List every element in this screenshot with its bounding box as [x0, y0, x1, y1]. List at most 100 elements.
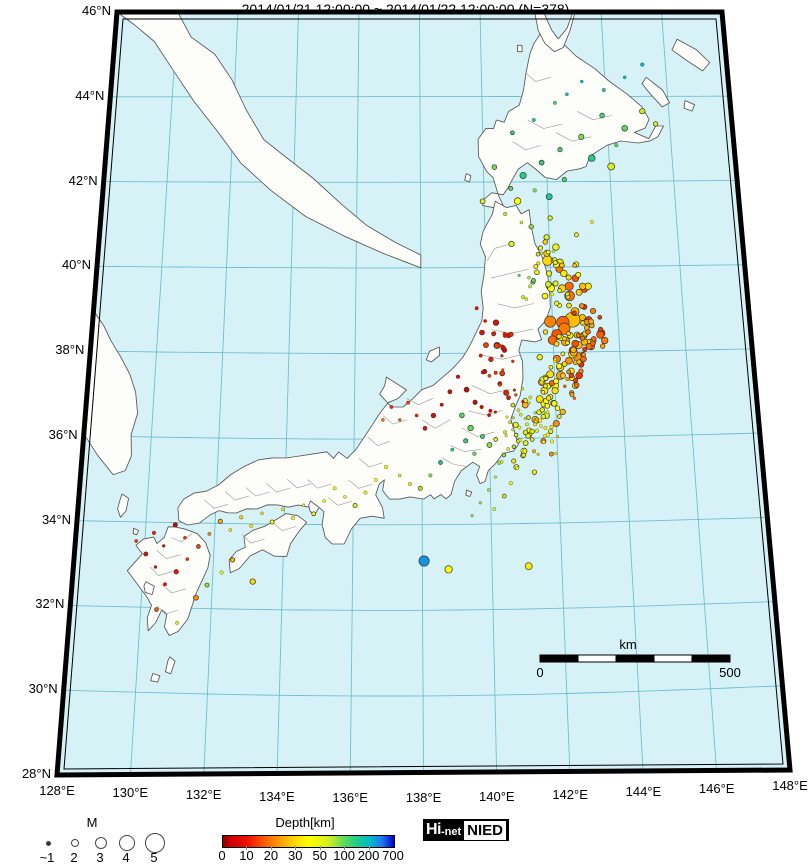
- epicenter-marker[interactable]: [622, 75, 627, 80]
- epicenter-marker[interactable]: [552, 280, 559, 287]
- epicenter-marker[interactable]: [520, 448, 524, 453]
- epicenter-marker[interactable]: [450, 447, 455, 452]
- epicenter-marker[interactable]: [576, 359, 582, 365]
- epicenter-marker[interactable]: [539, 424, 543, 428]
- epicenter-marker[interactable]: [601, 88, 606, 92]
- epicenter-marker[interactable]: [560, 269, 568, 278]
- epicenter-marker[interactable]: [504, 434, 508, 438]
- epicenter-marker[interactable]: [478, 501, 482, 505]
- epicenter-marker[interactable]: [459, 412, 465, 419]
- epicenter-marker[interactable]: [529, 428, 535, 435]
- epicenter-marker[interactable]: [531, 469, 538, 475]
- epicenter-marker[interactable]: [143, 551, 149, 557]
- epicenter-marker[interactable]: [565, 274, 572, 281]
- epicenter-marker[interactable]: [597, 314, 603, 320]
- epicenter-marker[interactable]: [549, 451, 554, 457]
- epicenter-marker[interactable]: [472, 399, 478, 405]
- epicenter-marker[interactable]: [173, 569, 179, 575]
- epicenter-marker[interactable]: [207, 532, 212, 536]
- epicenter-marker[interactable]: [536, 354, 543, 361]
- epicenter-marker[interactable]: [487, 373, 492, 378]
- epicenter-marker[interactable]: [535, 251, 541, 257]
- epicenter-marker[interactable]: [493, 410, 497, 414]
- epicenter-marker[interactable]: [447, 389, 453, 395]
- epicenter-marker[interactable]: [540, 414, 546, 420]
- epicenter-marker[interactable]: [514, 393, 518, 397]
- epicenter-marker[interactable]: [542, 383, 548, 389]
- epicenter-marker[interactable]: [290, 515, 295, 520]
- epicenter-marker[interactable]: [519, 171, 527, 180]
- epicenter-marker[interactable]: [598, 326, 604, 332]
- epicenter-marker[interactable]: [511, 428, 515, 432]
- epicenter-marker[interactable]: [497, 343, 502, 348]
- epicenter-marker[interactable]: [588, 154, 596, 162]
- epicenter-marker[interactable]: [414, 413, 419, 418]
- epicenter-marker[interactable]: [548, 364, 554, 370]
- epicenter-marker[interactable]: [568, 372, 575, 379]
- epicenter-marker[interactable]: [506, 447, 510, 451]
- epicenter-marker[interactable]: [523, 416, 527, 421]
- epicenter-marker[interactable]: [561, 361, 568, 367]
- epicenter-marker[interactable]: [479, 404, 484, 410]
- epicenter-marker[interactable]: [589, 307, 597, 314]
- epicenter-marker[interactable]: [554, 300, 560, 306]
- epicenter-marker[interactable]: [162, 544, 166, 548]
- epicenter-marker[interactable]: [408, 482, 412, 486]
- epicenter-marker[interactable]: [508, 481, 513, 486]
- epicenter-marker[interactable]: [548, 428, 554, 434]
- epicenter-marker[interactable]: [474, 306, 479, 311]
- epicenter-marker[interactable]: [229, 557, 236, 563]
- epicenter-marker[interactable]: [217, 518, 223, 524]
- epicenter-marker[interactable]: [487, 413, 491, 417]
- epicenter-marker[interactable]: [547, 215, 553, 221]
- epicenter-marker[interactable]: [566, 331, 572, 336]
- epicenter-marker[interactable]: [573, 382, 580, 388]
- epicenter-marker[interactable]: [551, 400, 558, 407]
- epicenter-marker[interactable]: [607, 162, 616, 171]
- epicenter-markers[interactable]: [134, 62, 659, 625]
- epicenter-marker[interactable]: [578, 313, 586, 321]
- epicenter-marker[interactable]: [572, 263, 577, 268]
- epicenter-marker[interactable]: [534, 269, 540, 276]
- epicenter-marker[interactable]: [580, 320, 586, 326]
- epicenter-marker[interactable]: [552, 260, 558, 266]
- epicenter-marker[interactable]: [544, 315, 557, 328]
- epicenter-marker[interactable]: [332, 486, 337, 491]
- epicenter-marker[interactable]: [565, 92, 569, 97]
- epicenter-marker[interactable]: [557, 147, 563, 153]
- epicenter-marker[interactable]: [455, 374, 461, 379]
- epicenter-marker[interactable]: [544, 402, 551, 409]
- epicenter-marker[interactable]: [564, 281, 574, 291]
- epicenter-marker[interactable]: [563, 384, 567, 389]
- epicenter-marker[interactable]: [493, 475, 497, 479]
- epicenter-marker[interactable]: [269, 519, 275, 525]
- epicenter-marker[interactable]: [552, 420, 560, 428]
- epicenter-marker[interactable]: [517, 273, 521, 277]
- epicenter-marker[interactable]: [554, 451, 558, 455]
- epicenter-marker[interactable]: [463, 386, 470, 393]
- epicenter-marker[interactable]: [549, 424, 554, 430]
- epicenter-marker[interactable]: [397, 473, 402, 478]
- epicenter-marker[interactable]: [552, 243, 560, 251]
- epicenter-marker[interactable]: [565, 291, 570, 297]
- epicenter-marker[interactable]: [175, 621, 179, 625]
- epicenter-marker[interactable]: [652, 121, 659, 127]
- epicenter-marker[interactable]: [503, 211, 508, 217]
- epicenter-marker[interactable]: [522, 429, 529, 436]
- epicenter-marker[interactable]: [566, 302, 572, 309]
- epicenter-marker[interactable]: [590, 220, 594, 224]
- epicenter-marker[interactable]: [521, 295, 526, 300]
- epicenter-marker[interactable]: [521, 387, 525, 391]
- epicenter-marker[interactable]: [556, 333, 562, 340]
- epicenter-marker[interactable]: [483, 342, 489, 348]
- epicenter-marker[interactable]: [428, 473, 433, 478]
- epicenter-marker[interactable]: [528, 395, 533, 400]
- epicenter-marker[interactable]: [553, 378, 560, 385]
- epicenter-marker[interactable]: [545, 281, 552, 288]
- epicenter-marker[interactable]: [480, 370, 485, 375]
- epicenter-marker[interactable]: [527, 401, 531, 405]
- epicenter-marker[interactable]: [219, 570, 224, 575]
- epicenter-marker[interactable]: [534, 428, 539, 433]
- epicenter-marker[interactable]: [565, 340, 570, 346]
- epicenter-marker[interactable]: [545, 270, 553, 277]
